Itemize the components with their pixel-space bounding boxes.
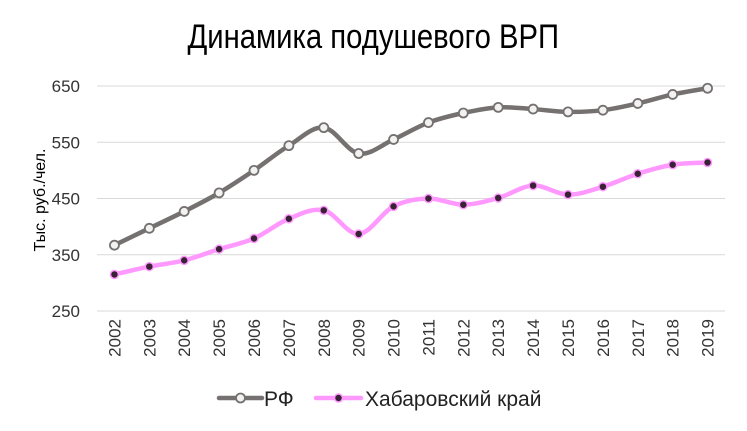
- legend-marker: [235, 392, 246, 404]
- data-point: [632, 98, 644, 109]
- x-tick-label: 2003: [140, 319, 159, 357]
- legend-label: РФ: [264, 388, 294, 411]
- data-point: [563, 189, 573, 200]
- data-point: [284, 214, 294, 224]
- data-point: [527, 103, 539, 115]
- data-point: [179, 255, 189, 266]
- data-point: [597, 104, 609, 116]
- x-tick-label: 2004: [175, 319, 194, 357]
- x-tick-label: 2007: [280, 319, 299, 357]
- data-point: [702, 82, 713, 94]
- data-point: [143, 222, 155, 234]
- data-point: [318, 122, 330, 134]
- x-tick-label: 2005: [210, 319, 229, 357]
- data-point: [144, 261, 155, 272]
- x-tick-label: 2015: [559, 319, 578, 357]
- data-point: [457, 107, 469, 119]
- series-line: [112, 86, 710, 248]
- legend-marker: [333, 393, 344, 403]
- data-point: [458, 199, 469, 210]
- legend-label: Хабаровский край: [365, 388, 541, 411]
- series-khabarovsk: [109, 157, 713, 280]
- data-point: [528, 180, 538, 191]
- x-tick-label: 2012: [454, 319, 473, 357]
- data-point: [493, 193, 503, 203]
- x-axis-ticks: 2002 2003 2004 2005 2006 2007 2008 2009 2010 2011…: [105, 319, 717, 357]
- y-tick-label: 450: [52, 190, 80, 209]
- data-point: [423, 117, 434, 128]
- x-tick-label: 2002: [105, 319, 124, 357]
- y-tick-label: 650: [52, 77, 80, 96]
- data-point: [633, 169, 643, 179]
- x-tick-label: 2013: [489, 319, 508, 357]
- chart-title: Динамика подушевого ВРП: [187, 18, 560, 56]
- data-point: [283, 140, 295, 152]
- data-point: [667, 89, 679, 100]
- series-layer: [109, 82, 713, 280]
- data-point: [353, 148, 365, 159]
- series-rf: [109, 82, 713, 251]
- y-tick-label: 350: [52, 246, 80, 265]
- data-point: [702, 157, 713, 168]
- data-point: [353, 229, 364, 239]
- legend-item: РФ: [216, 388, 294, 411]
- x-tick-label: 2008: [315, 319, 334, 357]
- data-point: [213, 187, 225, 199]
- data-point: [248, 164, 260, 176]
- data-point: [388, 134, 399, 145]
- x-tick-label: 2016: [594, 319, 613, 357]
- x-tick-label: 2006: [245, 319, 264, 357]
- x-tick-label: 2017: [629, 319, 648, 357]
- x-tick-label: 2009: [350, 319, 369, 357]
- data-point: [423, 193, 434, 204]
- legend: РФ Хабаровский край: [216, 388, 541, 411]
- y-axis-ticks: 250 350 450 550 650: [52, 77, 80, 321]
- data-point: [178, 206, 190, 217]
- data-point: [249, 233, 259, 244]
- y-tick-label: 550: [52, 133, 80, 152]
- y-tick-label: 250: [52, 302, 80, 321]
- data-point: [109, 269, 120, 280]
- data-point: [492, 101, 504, 113]
- x-tick-label: 2018: [664, 319, 683, 357]
- x-tick-label: 2011: [419, 319, 438, 356]
- data-point: [388, 201, 399, 212]
- series-line: [112, 160, 710, 277]
- data-point: [667, 160, 678, 170]
- data-point: [562, 106, 574, 118]
- x-tick-label: 2014: [524, 319, 543, 357]
- x-tick-label: 2019: [699, 319, 718, 357]
- x-tick-label: 2010: [385, 319, 404, 357]
- data-point: [319, 205, 329, 216]
- data-point: [109, 239, 120, 251]
- data-point: [214, 244, 224, 254]
- data-point: [598, 181, 608, 192]
- legend-item: Хабаровский край: [313, 388, 541, 411]
- y-axis-label: Тыс. руб./чел.: [32, 149, 49, 252]
